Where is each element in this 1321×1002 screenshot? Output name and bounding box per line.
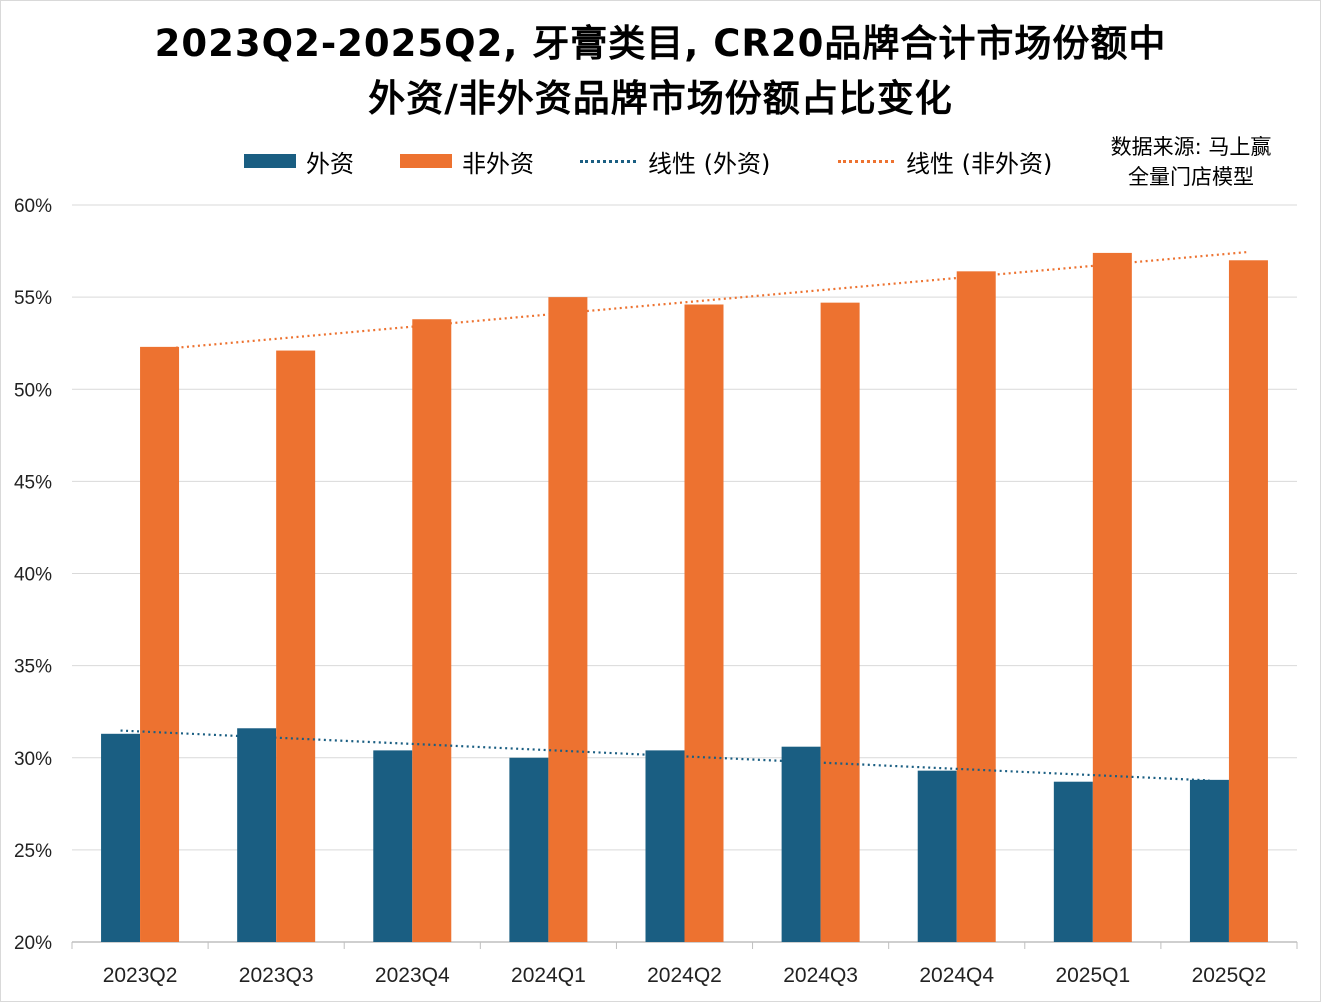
x-category-label: 2024Q1 xyxy=(511,964,586,987)
bar-domestic xyxy=(1228,260,1268,942)
bar-domestic xyxy=(684,304,724,942)
bar-foreign xyxy=(101,733,141,942)
trendline-foreign xyxy=(120,729,1210,782)
x-category-label: 2023Q4 xyxy=(375,964,450,987)
legend-label-trend-domestic: 线性 (非外资) xyxy=(906,149,1053,178)
legend-swatch-trend-domestic xyxy=(838,159,894,163)
bar-foreign xyxy=(1189,779,1229,942)
bar-foreign xyxy=(781,746,821,942)
bar-domestic xyxy=(140,346,180,942)
y-tick-label: 25% xyxy=(14,841,52,862)
x-category-label: 2025Q2 xyxy=(1192,964,1267,987)
data-source-line1: 数据来源: 马上赢 xyxy=(1110,135,1272,159)
y-tick-label: 55% xyxy=(14,288,52,309)
legend-swatch-domestic xyxy=(400,154,452,168)
y-tick-label: 45% xyxy=(14,472,52,493)
x-category-label: 2024Q4 xyxy=(919,964,994,987)
bar-domestic xyxy=(412,319,452,942)
y-tick-label: 30% xyxy=(14,749,52,770)
trendline-domestic xyxy=(159,250,1249,351)
chart-title-line1: 2023Q2-2025Q2, 牙膏类目, CR20品牌合计市场份额中 xyxy=(154,22,1167,65)
x-category-label: 2023Q2 xyxy=(103,964,178,987)
legend-swatch-trend-foreign xyxy=(580,159,636,163)
bar-foreign xyxy=(509,757,549,942)
data-source-line2: 全量门店模型 xyxy=(1128,165,1254,189)
bar-foreign xyxy=(373,750,413,942)
bar-domestic xyxy=(548,297,588,942)
data-source-note: 数据来源: 马上赢 全量门店模型 xyxy=(1086,132,1296,192)
y-tick-label: 40% xyxy=(14,565,52,586)
legend-label-foreign: 外资 xyxy=(306,149,354,178)
bar-domestic xyxy=(276,350,316,942)
x-category-label: 2024Q3 xyxy=(783,964,858,987)
legend-label-domestic: 非外资 xyxy=(462,149,534,178)
y-tick-label: 35% xyxy=(14,657,52,678)
y-tick-label: 60% xyxy=(14,196,52,217)
y-tick-label: 50% xyxy=(14,380,52,401)
bar-foreign xyxy=(645,750,685,942)
bar-foreign xyxy=(1053,781,1093,942)
x-category-label: 2023Q3 xyxy=(239,964,314,987)
legend-swatch-foreign xyxy=(244,154,296,168)
chart-title-line2: 外资/非外资品牌市场份额占比变化 xyxy=(368,77,953,120)
bar-domestic xyxy=(956,271,996,943)
legend-item-trend-domestic: 线性 (非外资) xyxy=(838,146,1053,178)
legend-label-trend-foreign: 线性 (外资) xyxy=(648,149,771,178)
legend-item-domestic: 非外资 xyxy=(400,146,534,178)
bar-foreign xyxy=(917,770,957,942)
x-category-label: 2025Q1 xyxy=(1055,964,1130,987)
legend-item-foreign: 外资 xyxy=(244,146,354,178)
y-tick-label: 20% xyxy=(14,933,52,954)
bar-domestic xyxy=(820,302,860,943)
bar-domestic xyxy=(1092,252,1132,942)
legend-item-trend-foreign: 线性 (外资) xyxy=(580,146,771,178)
x-category-label: 2024Q2 xyxy=(647,964,722,987)
bar-foreign xyxy=(237,728,277,942)
